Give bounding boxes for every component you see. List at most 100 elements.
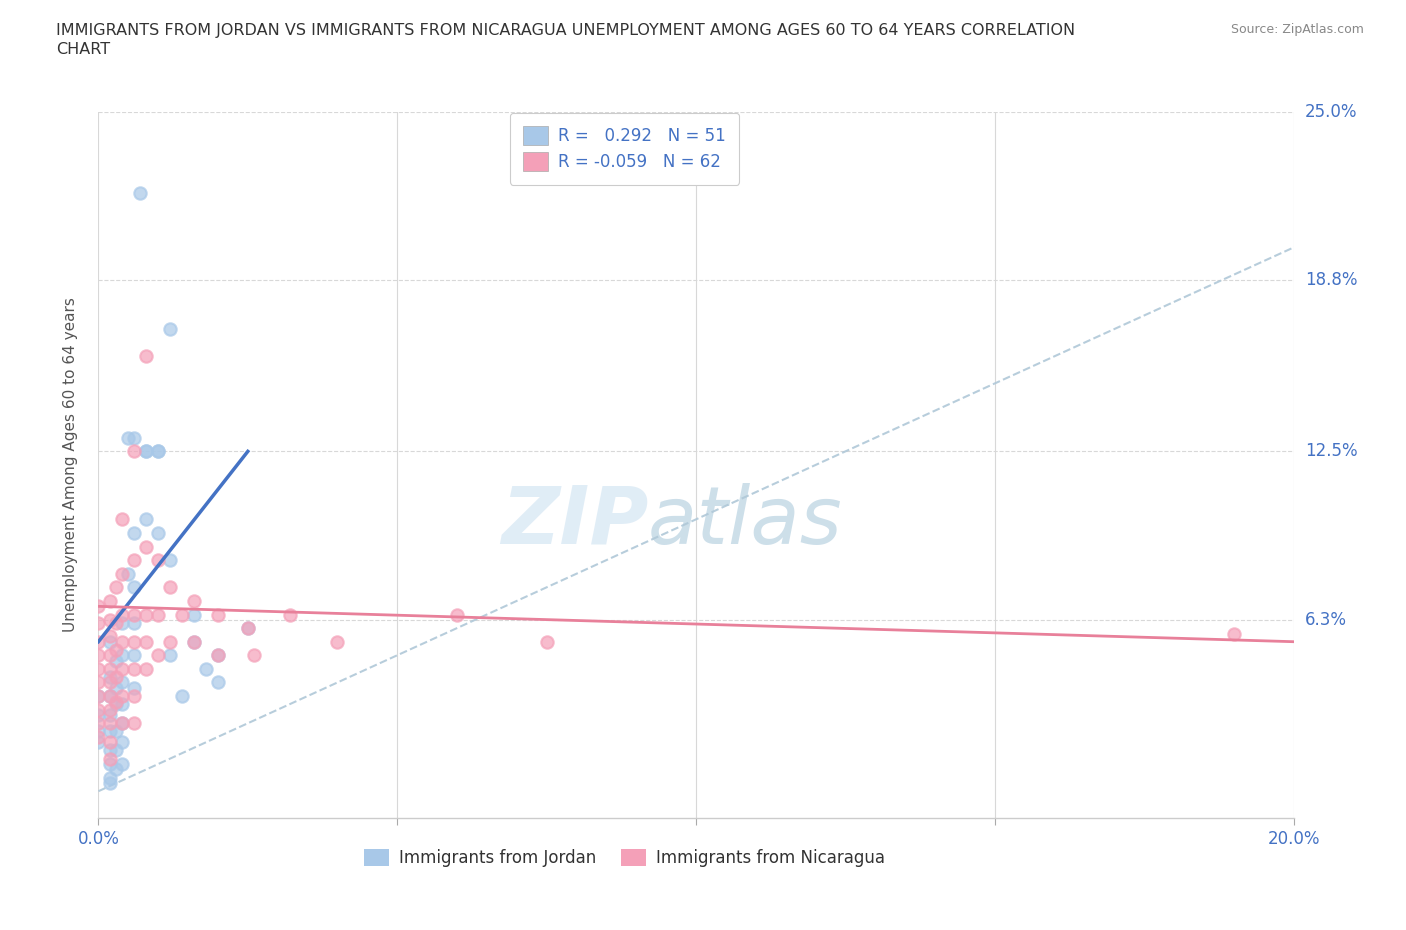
Point (105, 616, 128, 631)
Point (105, 653, 128, 668)
Point (124, 634, 146, 649)
Point (98, 629, 122, 644)
Text: Source: ZipAtlas.com: Source: ZipAtlas.com (1230, 23, 1364, 36)
Point (148, 648, 170, 663)
Point (111, 675, 134, 690)
Point (117, 566, 139, 581)
Point (124, 688, 146, 703)
Point (148, 444, 170, 458)
Point (98, 688, 122, 703)
Point (135, 512, 157, 526)
Point (135, 607, 157, 622)
Point (111, 566, 134, 581)
Point (111, 716, 134, 731)
Point (87, 648, 110, 663)
Point (98, 716, 122, 731)
Point (236, 620, 259, 635)
Point (159, 648, 181, 663)
Point (111, 648, 134, 663)
Point (195, 661, 218, 676)
Point (98, 613, 122, 628)
Point (111, 697, 134, 711)
Point (87, 634, 110, 649)
Point (98, 688, 122, 703)
Point (148, 525, 170, 540)
Text: 18.8%: 18.8% (1305, 272, 1357, 289)
Point (236, 620, 259, 635)
Point (124, 616, 146, 631)
Point (111, 512, 134, 526)
Point (105, 697, 128, 711)
Point (98, 776, 122, 790)
Point (87, 716, 110, 731)
Point (105, 694, 128, 709)
Point (124, 716, 146, 731)
Point (111, 735, 134, 750)
Point (98, 648, 122, 663)
Point (183, 634, 205, 649)
Point (87, 702, 110, 717)
Point (135, 661, 157, 676)
Point (536, 634, 558, 649)
Point (148, 607, 170, 622)
Text: 12.5%: 12.5% (1305, 443, 1357, 460)
Point (124, 431, 146, 445)
Point (111, 634, 134, 649)
Point (129, 186, 152, 201)
Point (98, 702, 122, 717)
Point (124, 552, 146, 567)
Point (124, 661, 146, 676)
Text: 25.0%: 25.0% (1305, 102, 1357, 121)
Point (135, 444, 157, 458)
Point (87, 599, 110, 614)
Point (207, 648, 229, 663)
Text: atlas: atlas (648, 483, 844, 561)
Point (105, 743, 128, 758)
Point (183, 634, 205, 649)
Point (124, 525, 146, 540)
Point (87, 616, 110, 631)
Point (111, 607, 134, 622)
Legend: Immigrants from Jordan, Immigrants from Nicaragua: Immigrants from Jordan, Immigrants from … (357, 843, 891, 873)
Point (135, 634, 157, 649)
Point (98, 770, 122, 785)
Point (1223, 626, 1246, 641)
Point (87, 661, 110, 676)
Point (124, 580, 146, 595)
Point (159, 552, 181, 567)
Point (87, 735, 110, 750)
Point (105, 762, 128, 777)
Point (105, 643, 128, 658)
Point (124, 444, 146, 458)
Point (98, 708, 122, 723)
Point (111, 661, 134, 676)
Point (87, 688, 110, 703)
Point (326, 634, 349, 649)
Point (98, 634, 122, 649)
Point (87, 688, 110, 703)
Point (117, 431, 139, 445)
Point (105, 580, 128, 595)
Point (148, 552, 170, 567)
Point (98, 675, 122, 690)
Point (124, 681, 146, 696)
Point (183, 607, 205, 622)
Point (87, 675, 110, 690)
Point (105, 724, 128, 738)
Point (98, 751, 122, 766)
Point (446, 607, 468, 622)
Point (87, 724, 110, 738)
Point (148, 444, 170, 458)
Point (111, 716, 134, 731)
Point (98, 670, 122, 684)
Point (98, 724, 122, 738)
Text: IMMIGRANTS FROM JORDAN VS IMMIGRANTS FROM NICARAGUA UNEMPLOYMENT AMONG AGES 60 T: IMMIGRANTS FROM JORDAN VS IMMIGRANTS FRO… (56, 23, 1076, 38)
Point (87, 708, 110, 723)
Point (135, 539, 157, 554)
Point (207, 648, 229, 663)
Point (98, 757, 122, 772)
Point (111, 688, 134, 703)
Y-axis label: Unemployment Among Ages 60 to 64 years: Unemployment Among Ages 60 to 64 years (63, 298, 77, 632)
Point (243, 648, 266, 663)
Point (98, 735, 122, 750)
